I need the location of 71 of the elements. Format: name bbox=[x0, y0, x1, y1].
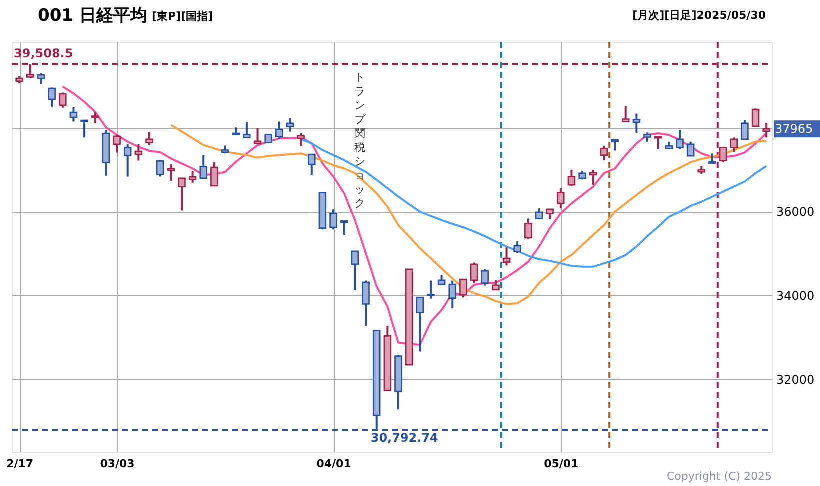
candlestick bbox=[188, 170, 197, 184]
candlestick bbox=[254, 127, 262, 145]
candlestick bbox=[113, 134, 121, 154]
candlestick bbox=[134, 143, 143, 162]
candlestick bbox=[351, 250, 360, 292]
candlestick bbox=[276, 120, 284, 140]
y-tick-label: 36000 bbox=[776, 205, 815, 220]
y-tick-label: 32000 bbox=[776, 372, 815, 387]
candlestick bbox=[556, 187, 565, 210]
candlestick bbox=[362, 280, 370, 328]
x-tick-label: 2/17 bbox=[6, 458, 34, 470]
x-tick-label: 03/03 bbox=[100, 458, 135, 470]
candlestick bbox=[178, 177, 186, 212]
candlestick bbox=[611, 139, 619, 152]
candlestick bbox=[524, 218, 532, 240]
candlestick bbox=[719, 146, 728, 164]
candlestick bbox=[676, 129, 684, 150]
candlestick bbox=[644, 132, 652, 143]
candlestick bbox=[438, 274, 446, 286]
candlestick bbox=[654, 136, 662, 150]
text: 37965 bbox=[775, 122, 814, 136]
candlestick bbox=[762, 122, 770, 139]
candlestick bbox=[286, 117, 294, 133]
ref-line-label: 39,508.5 bbox=[14, 46, 74, 60]
candlestick bbox=[91, 111, 100, 124]
candlestick bbox=[330, 208, 338, 231]
candlestick bbox=[730, 136, 738, 153]
candlestick bbox=[568, 168, 576, 188]
candlestick bbox=[514, 240, 522, 255]
candlestick bbox=[297, 132, 305, 148]
candlestick bbox=[58, 92, 67, 109]
candlestick bbox=[686, 140, 695, 158]
chart-subtitle: [東P][国指] bbox=[152, 10, 214, 23]
ref-line-label: 30,792.74 bbox=[370, 431, 438, 446]
chart-title: 001 日経平均 bbox=[38, 6, 148, 26]
x-tick-label: 04/01 bbox=[316, 458, 352, 470]
line-series bbox=[170, 124, 768, 306]
candlestick bbox=[600, 145, 608, 162]
candlestick bbox=[80, 119, 88, 139]
candlestick bbox=[460, 278, 468, 299]
candlestick bbox=[200, 154, 208, 180]
candlestick bbox=[156, 159, 164, 178]
candlestick bbox=[308, 153, 316, 176]
candlestick bbox=[741, 119, 749, 140]
candlestick bbox=[427, 280, 435, 300]
candlestick bbox=[622, 105, 630, 123]
candlestick bbox=[752, 108, 760, 128]
candlestick bbox=[340, 220, 348, 236]
candlestick bbox=[492, 279, 500, 292]
candlestick bbox=[70, 106, 78, 123]
candlestick bbox=[146, 131, 154, 146]
candlestick bbox=[632, 112, 641, 134]
candlestick bbox=[502, 246, 511, 267]
candlestick bbox=[167, 164, 176, 182]
candlestick bbox=[124, 143, 132, 178]
candlestick bbox=[416, 296, 424, 353]
text: Copyright (C) 2025 bbox=[667, 470, 772, 483]
x-tick-label: 05/01 bbox=[544, 458, 579, 470]
candlestick bbox=[470, 262, 478, 284]
text: [月次][日足]2025/05/30 bbox=[632, 9, 766, 22]
candlestick bbox=[589, 168, 598, 186]
candlestick bbox=[481, 268, 490, 287]
line-series bbox=[62, 86, 768, 346]
y-tick-label: 34000 bbox=[776, 288, 815, 303]
candlestick bbox=[546, 208, 554, 221]
candlestick bbox=[48, 86, 56, 108]
candlestick bbox=[210, 161, 218, 187]
candlestick bbox=[448, 280, 457, 310]
candlestick bbox=[708, 152, 716, 164]
candlestick bbox=[243, 121, 251, 139]
candlestick bbox=[37, 72, 46, 86]
